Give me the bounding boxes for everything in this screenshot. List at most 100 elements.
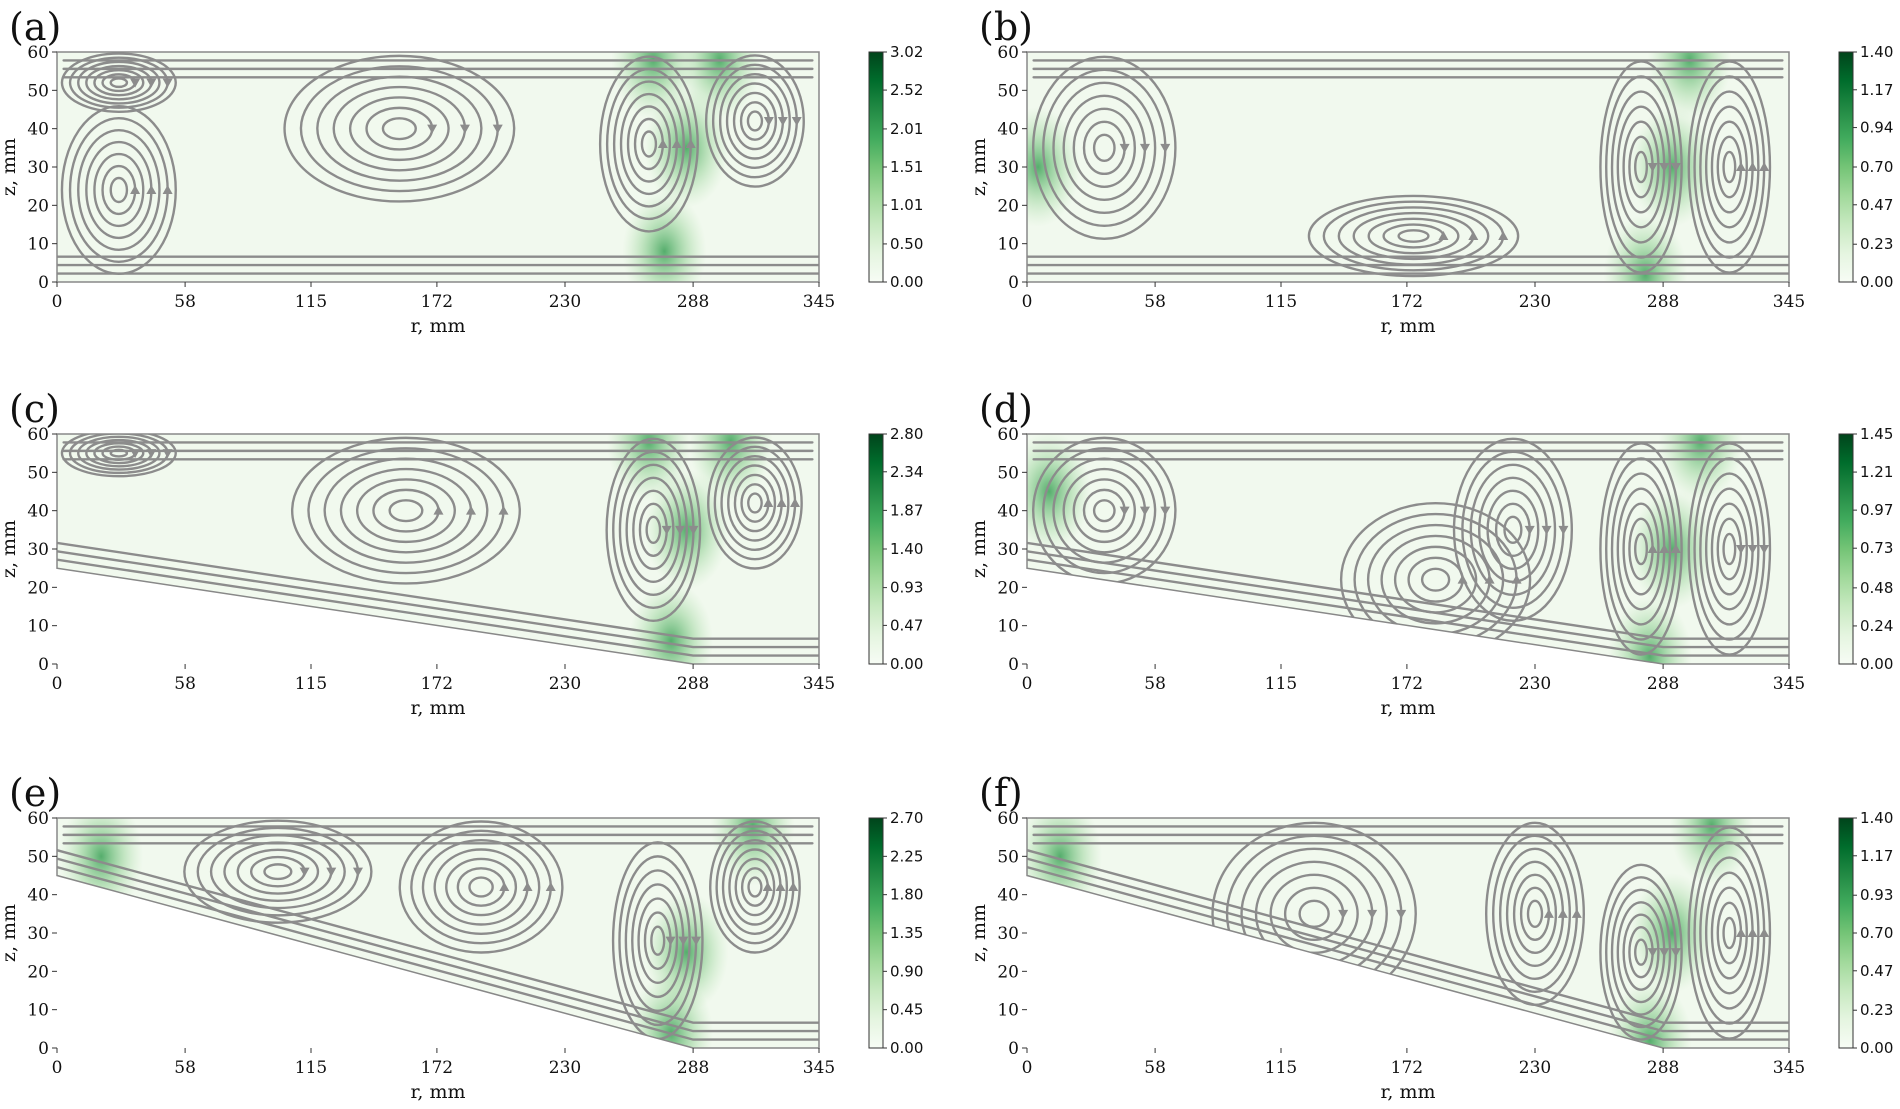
flow-arrow [326,867,337,877]
x-tick-label: 230 [549,292,581,312]
x-tick-label: 115 [1265,292,1297,312]
streamline [1027,865,1789,1041]
streamline [721,839,789,936]
x-tick-label: 288 [677,292,709,312]
colorbar-tick-label: 1.40 [890,540,923,558]
x-tick-label: 58 [1144,292,1166,312]
flow-arrow [1543,908,1554,918]
velocity-hotspot [1607,596,1692,664]
y-tick-label: 50 [997,847,1019,867]
colorbar-tick-label: 2.52 [890,81,923,99]
streamline [348,96,450,162]
flow-arrow [1541,525,1552,535]
colorbar-tick-label: 2.01 [890,120,923,138]
y-tick-label: 40 [27,120,49,140]
colorbar-tick-label: 1.40 [1860,809,1893,827]
x-tick-label: 58 [1144,1058,1166,1078]
streamline [1486,489,1540,571]
flow-arrow [1735,545,1746,554]
streamline [77,435,161,471]
colorbar [1839,434,1853,664]
flow-arrow [1468,231,1479,240]
colorbar-tick-label: 0.94 [1860,119,1893,137]
streamline [263,863,293,881]
flow-arrow [1747,928,1758,937]
flow-arrow [492,124,503,134]
streamline [1699,90,1760,244]
flow-arrow [678,936,689,946]
colorbar-tick-label: 2.34 [890,463,923,481]
colorbar-tick-label: 0.47 [1860,962,1893,980]
streamline [60,52,177,113]
streamline [236,848,320,895]
streamline [93,152,145,228]
x-tick-label: 288 [677,674,709,694]
streamline [1032,55,1177,241]
flow-arrow [763,117,774,126]
colorbar-tick-label: 1.17 [1860,847,1893,865]
y-tick-label: 20 [997,578,1019,598]
y-tick-label: 50 [27,463,49,483]
flow-arrow [775,882,786,891]
flow-domain [1027,52,1789,282]
x-tick-label: 172 [421,292,453,312]
flow-arrow [762,882,773,891]
chart-panel: (f) 0 58 115 172 230 288 345 0 10 20 30 40 50 60 r, mm z… [968,771,1893,1103]
streamline [57,550,819,649]
flow-arrow [776,498,787,507]
colorbar-tick-label: 0.23 [1860,235,1893,253]
streamline [1498,847,1571,981]
flow-arrow [790,498,801,507]
streamline [1452,437,1574,623]
x-tick-label: 345 [1773,674,1805,694]
y-tick-label: 10 [997,235,1019,255]
x-tick-label: 345 [803,292,835,312]
streamline [290,436,521,585]
x-tick-label: 230 [549,1058,581,1078]
y-tick-label: 20 [27,196,49,216]
flow-arrow [1647,948,1658,958]
y-tick-label: 0 [38,1039,49,1059]
flow-arrow [1119,506,1130,516]
flow-arrow [661,525,672,535]
flow-arrow [499,882,510,891]
x-tick-label: 58 [174,1058,196,1078]
x-tick-label: 0 [1022,674,1033,694]
velocity-hotspot [1027,107,1081,227]
flow-arrow [1735,928,1746,937]
y-tick-label: 50 [997,81,1019,101]
colorbar-tick-label: 0.00 [890,655,923,673]
colorbar-tick-label: 0.00 [890,273,923,291]
streamline [605,437,702,623]
flow-arrow [1759,545,1770,554]
streamline [709,820,801,954]
streamline [1610,90,1672,244]
colorbar [869,434,883,664]
y-tick-label: 30 [997,540,1019,560]
flow-field [1027,818,1789,1048]
chart-panel: (e) 0 58 115 172 230 288 345 0 10 20 30 40 50 60 r, mm z… [0,771,923,1103]
streamline [618,463,688,597]
chart-panel: (d) 0 58 115 172 230 288 345 0 10 20 30 40 50 60 r, mm z… [968,387,1893,719]
y-tick-label: 40 [997,502,1019,522]
streamline [57,849,819,1024]
flow-arrow [1747,162,1758,171]
velocity-hotspot [1629,489,1714,609]
x-tick-label: 288 [1647,292,1679,312]
flow-arrow [427,124,438,134]
flow-arrow [498,505,509,515]
streamline [1722,916,1737,950]
flow-arrow [162,185,173,194]
x-tick-label: 115 [295,674,327,694]
colorbar-tick-label: 0.93 [1860,886,1893,904]
y-tick-label: 10 [997,617,1019,637]
colorbar-tick-label: 0.00 [1860,273,1893,291]
y-tick-label: 0 [38,273,49,293]
streamline [624,869,691,1013]
y-tick-label: 10 [27,235,49,255]
streamline [1599,863,1683,1041]
streamline [640,130,658,158]
x-tick-label: 172 [421,1058,453,1078]
y-axis-label: z, mm [0,138,20,196]
streamline [1072,478,1137,544]
